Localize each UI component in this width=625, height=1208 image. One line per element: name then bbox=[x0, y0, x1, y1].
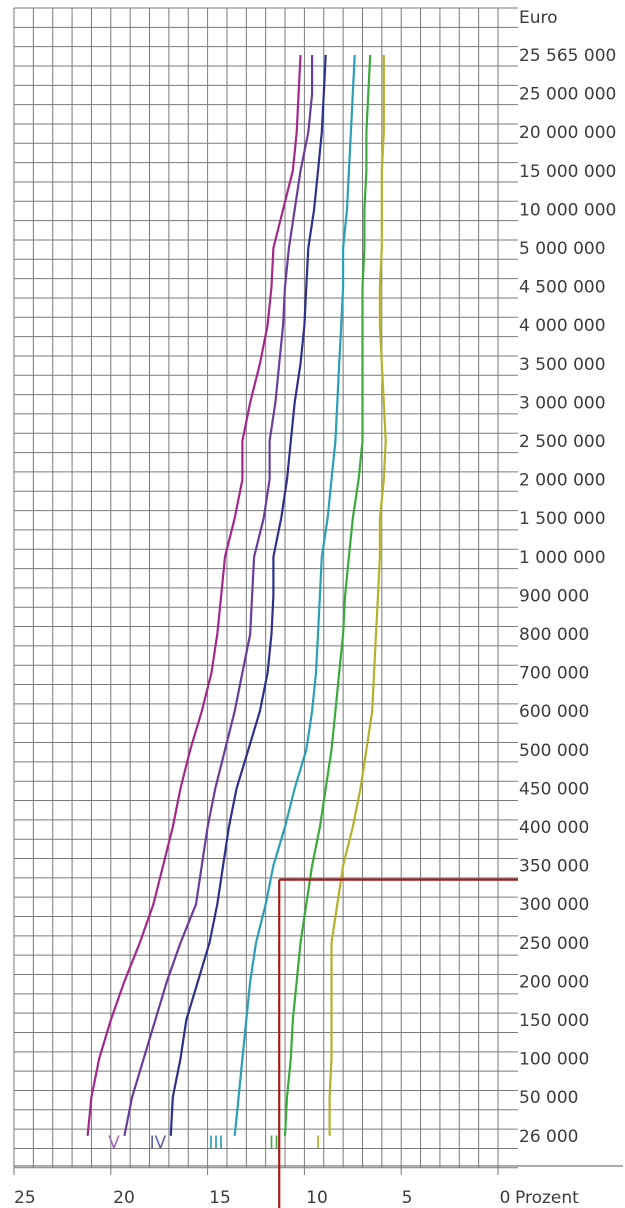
y-tick-label: 26 000 bbox=[519, 1127, 578, 1147]
y-tick-label: 5 000 000 bbox=[519, 239, 606, 259]
y-axis-title: Euro bbox=[519, 8, 558, 28]
y-tick-label: 4 000 000 bbox=[519, 316, 606, 336]
series-line-II bbox=[283, 54, 372, 1136]
y-tick-label: 3 000 000 bbox=[519, 393, 606, 413]
x-tick-label: 15 bbox=[209, 1188, 231, 1208]
series-label: III bbox=[208, 1133, 223, 1153]
y-tick-label: 900 000 bbox=[519, 586, 589, 606]
y-tick-label: 600 000 bbox=[519, 702, 589, 722]
series-line-I bbox=[328, 55, 387, 1136]
y-tick-label: 500 000 bbox=[519, 741, 589, 761]
x-tick-label: 5 bbox=[402, 1188, 413, 1208]
y-tick-label: 3 500 000 bbox=[519, 355, 606, 375]
y-tick-label: 800 000 bbox=[519, 625, 589, 645]
series-label: IV bbox=[150, 1133, 167, 1153]
x-tick-label: 25 bbox=[14, 1188, 36, 1208]
x-tick-labels: 25 20 15 10 5 0 bbox=[14, 1188, 510, 1208]
y-tick-label: 2 500 000 bbox=[519, 432, 606, 452]
y-tick-label: 300 000 bbox=[519, 895, 589, 915]
y-tick-label: 150 000 bbox=[519, 1011, 589, 1031]
y-tick-label: 4 500 000 bbox=[519, 278, 606, 298]
y-tick-labels: 25 565 000 25 000 000 20 000 000 15 000 000… bbox=[519, 46, 616, 1147]
y-tick-label: 200 000 bbox=[519, 972, 589, 992]
series-line-III bbox=[233, 54, 356, 1136]
x-axis-title: Prozent bbox=[515, 1188, 579, 1208]
y-tick-label: 400 000 bbox=[519, 818, 589, 838]
x-axis bbox=[13, 1165, 623, 1175]
x-tick-label: 20 bbox=[113, 1188, 135, 1208]
y-tick-label: 15 000 000 bbox=[519, 162, 616, 182]
y-tick-label: 700 000 bbox=[519, 664, 589, 684]
y-tick-label: 350 000 bbox=[519, 857, 589, 877]
series-labels: V IV III II I bbox=[108, 1133, 320, 1153]
series-line-IV bbox=[123, 55, 314, 1137]
y-tick-label: 50 000 bbox=[519, 1088, 578, 1108]
y-tick-label: 2 000 000 bbox=[519, 471, 606, 491]
y-tick-label: 100 000 bbox=[519, 1050, 589, 1070]
x-tick-label: 10 bbox=[306, 1188, 328, 1208]
grid-lines bbox=[13, 7, 518, 1169]
series-label: I bbox=[315, 1133, 320, 1153]
series-line-IV bbox=[169, 54, 327, 1136]
y-tick-label: 450 000 bbox=[519, 779, 589, 799]
y-tick-label: 25 000 000 bbox=[519, 85, 616, 105]
series-label: II bbox=[269, 1133, 279, 1153]
series-label: V bbox=[108, 1133, 120, 1153]
series-lines bbox=[86, 54, 387, 1137]
reading-marker bbox=[278, 878, 518, 1208]
x-tick-label: 0 bbox=[500, 1188, 511, 1208]
y-tick-label: 250 000 bbox=[519, 934, 589, 954]
y-tick-label: 20 000 000 bbox=[519, 123, 616, 143]
y-tick-label: 1 500 000 bbox=[519, 509, 606, 529]
y-tick-label: 25 565 000 bbox=[519, 46, 616, 66]
y-tick-label: 10 000 000 bbox=[519, 200, 616, 220]
y-tick-label: 1 000 000 bbox=[519, 548, 606, 568]
series-line-V bbox=[86, 54, 302, 1136]
